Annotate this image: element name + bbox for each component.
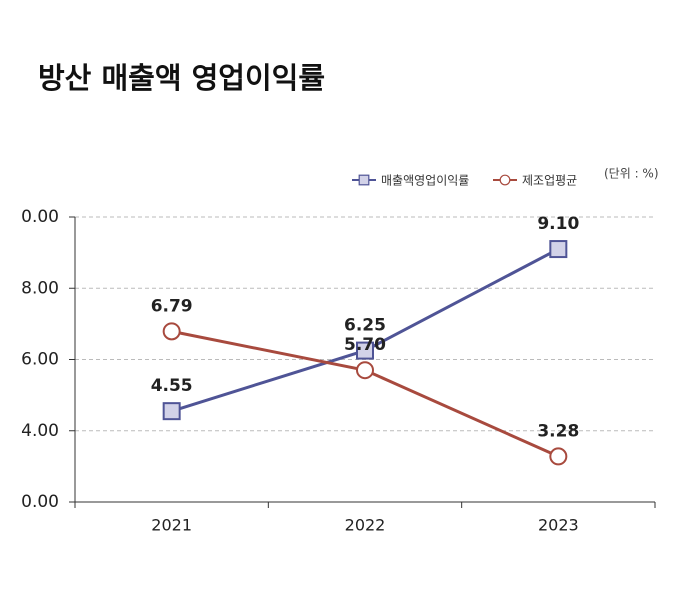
data-label: 6.25 <box>344 316 386 336</box>
legend-marker <box>499 174 511 186</box>
legend-marker <box>358 174 370 186</box>
point-marker <box>162 402 181 421</box>
data-label: 4.55 <box>151 376 193 396</box>
x-tick-label: 2023 <box>538 516 579 535</box>
point-marker <box>356 361 374 380</box>
chart-title: 방산 매출액 영업이익률 <box>38 61 325 95</box>
legend-label: 제조업평균 <box>522 174 577 188</box>
y-tick-label: 6.00 <box>21 350 59 370</box>
point-marker <box>549 447 568 466</box>
data-label: 6.79 <box>151 296 193 316</box>
y-tick-label: 0.00 <box>21 207 59 227</box>
y-tick-label: 4.00 <box>21 421 59 441</box>
x-tick-label: 2022 <box>345 516 386 535</box>
unit-note: (단위 : %) <box>604 167 659 181</box>
legend-label: 매출액영업이익률 <box>381 174 469 188</box>
point-marker <box>356 341 374 360</box>
point-marker <box>549 240 568 259</box>
point-marker <box>162 322 181 341</box>
y-tick-label: 8.00 <box>21 278 59 298</box>
data-label: 9.10 <box>537 214 579 234</box>
data-label: 3.28 <box>537 421 579 441</box>
x-tick-label: 2021 <box>151 516 192 535</box>
y-tick-label: 0.00 <box>21 492 59 512</box>
data-label: 5.70 <box>344 335 386 355</box>
